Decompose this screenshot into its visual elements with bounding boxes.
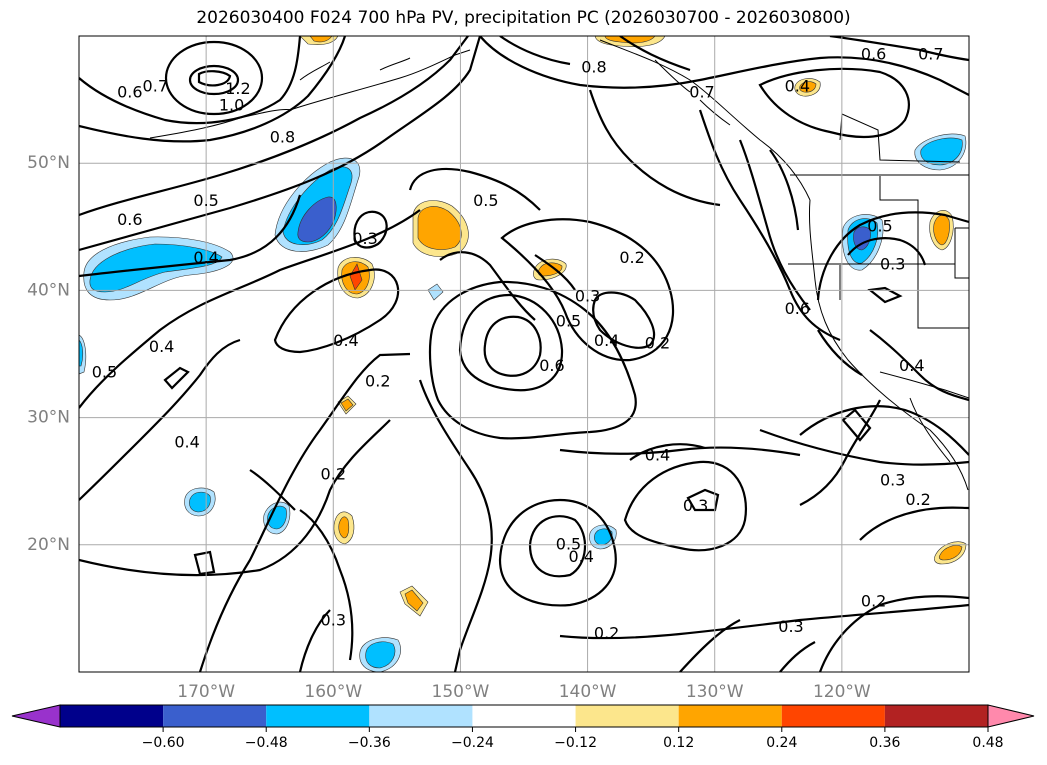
colorbar-box: [266, 705, 370, 727]
graticule: [79, 36, 969, 672]
colorbar-tick-label: −0.36: [348, 735, 391, 751]
contour-label: 0.4: [193, 248, 218, 267]
colorbar-box: [60, 705, 164, 727]
colorbar-box: [472, 705, 576, 727]
colorbar-box: [678, 705, 782, 727]
contour-label: 0.2: [321, 464, 346, 483]
contour-label: 0.5: [92, 363, 117, 382]
contour-label: 0.6: [117, 210, 142, 229]
map-background: [79, 36, 969, 672]
colorbar-tick-label: −0.12: [554, 735, 597, 751]
contour-label: 0.4: [174, 433, 199, 452]
contour-label: 0.8: [270, 127, 295, 146]
colorbar-box: [575, 705, 679, 727]
contour-label: 0.5: [473, 191, 498, 210]
lon-tick-label: 170°W: [177, 682, 235, 702]
contour-label: 0.4: [568, 547, 593, 566]
colorbar-tick-label: −0.48: [245, 735, 288, 751]
colorbar-frame: [59, 704, 989, 728]
contour-label: 0.3: [321, 611, 346, 630]
contour-label: 0.3: [575, 286, 600, 305]
contour-label: 0.3: [880, 254, 905, 273]
contour-label: 0.6: [861, 45, 886, 64]
contour-label: 0.7: [689, 83, 714, 102]
contour-label: 0.6: [785, 299, 810, 318]
lon-tick-label: 150°W: [432, 682, 490, 702]
contour-label: 0.8: [581, 57, 606, 76]
precipitation-shading: [79, 36, 967, 672]
contour-label: 0.6: [539, 356, 564, 375]
lat-tick-label: 50°N: [27, 153, 70, 173]
colorbar-box: [163, 705, 267, 727]
lat-tick-label: 40°N: [27, 280, 70, 300]
contour-label: 0.2: [905, 490, 930, 509]
colorbar-tick-label: 0.36: [869, 735, 900, 751]
colorbar-tick-label: −0.60: [142, 735, 185, 751]
contour-label: 0.4: [785, 76, 810, 95]
map-title: 2026030400 F024 700 hPa PV, precipitatio…: [196, 8, 851, 28]
contour-label: 1.0: [219, 95, 244, 114]
contour-label: 0.4: [645, 445, 670, 464]
contour-label: 0.3: [683, 496, 708, 515]
contour-label: 0.3: [352, 229, 377, 248]
map-frame: [78, 35, 970, 673]
contour-label: 0.5: [556, 534, 581, 553]
contour-label: 0.5: [193, 191, 218, 210]
contour-label: 0.7: [143, 76, 168, 95]
contour-label: 0.2: [619, 248, 644, 267]
colorbar-tick-label: 0.48: [972, 735, 1003, 751]
axis-labels: 20°N 30°N 40°N 50°N 170°W 160°W 150°W 140°W 130°…: [27, 153, 871, 702]
colorbar-extend-high: [987, 704, 1035, 728]
contour-label: 0.4: [594, 331, 619, 350]
lat-tick-label: 20°N: [27, 535, 70, 555]
contour-label: 0.2: [365, 371, 390, 390]
lat-tick-label: 30°N: [27, 408, 70, 428]
colorbar-box: [884, 705, 988, 727]
lon-tick-label: 130°W: [686, 682, 744, 702]
contour-label: 0.5: [556, 312, 581, 331]
contour-label: 0.4: [149, 337, 174, 356]
contour-label: 0.2: [594, 623, 619, 642]
contour-label: 0.7: [918, 45, 943, 64]
contour-label: 0.4: [899, 356, 924, 375]
contour-label: 0.2: [645, 333, 670, 352]
lon-tick-label: 160°W: [304, 682, 362, 702]
contour-labels: 1.21.00.80.70.60.50.60.40.40.50.30.40.20…: [92, 45, 944, 643]
contour-label: 1.2: [225, 79, 250, 98]
contour-label: 0.6: [117, 83, 142, 102]
contour-label: 0.5: [867, 216, 892, 235]
contour-label: 0.3: [880, 471, 905, 490]
colorbar-tick-label: −0.24: [451, 735, 494, 751]
contour-label: 0.3: [778, 617, 803, 636]
contour-label: 0.2: [861, 592, 886, 611]
lon-tick-label: 140°W: [559, 682, 617, 702]
colorbar: −0.60 −0.48 −0.36 −0.24 −0.12 0.12 0.24 0.36 0.4…: [11, 704, 1035, 751]
colorbar-tick-label: 0.12: [663, 735, 694, 751]
lon-tick-label: 120°W: [813, 682, 871, 702]
colorbar-extend-low: [11, 704, 61, 728]
colorbar-box: [369, 705, 473, 727]
colorbar-tick-label: 0.24: [766, 735, 797, 751]
colorbar-box: [781, 705, 885, 727]
contour-label: 0.4: [333, 331, 358, 350]
